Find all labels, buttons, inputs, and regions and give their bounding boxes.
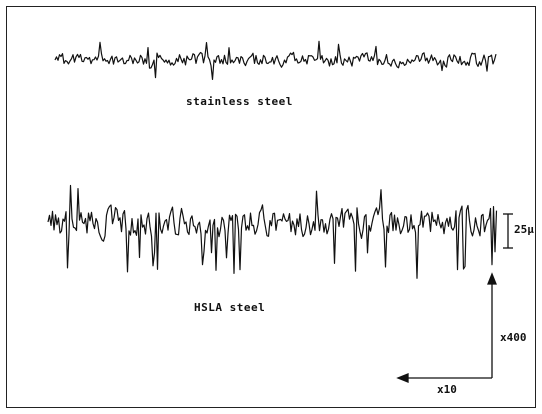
scale-bar-label: 25µ (514, 223, 534, 236)
hsla-steel-label: HSLA steel (194, 301, 266, 314)
horizontal-magnification-arrow (396, 373, 492, 383)
vertical-magnification-label: x400 (500, 331, 527, 344)
stainless-steel-profile-trace (54, 40, 497, 80)
scale-bar (503, 213, 513, 249)
stainless-steel-label: stainless steel (186, 95, 293, 108)
horizontal-magnification-label: x10 (437, 383, 457, 396)
figure-border (6, 6, 536, 408)
vertical-magnification-arrow (487, 272, 497, 378)
hsla-steel-profile-trace (47, 184, 498, 279)
